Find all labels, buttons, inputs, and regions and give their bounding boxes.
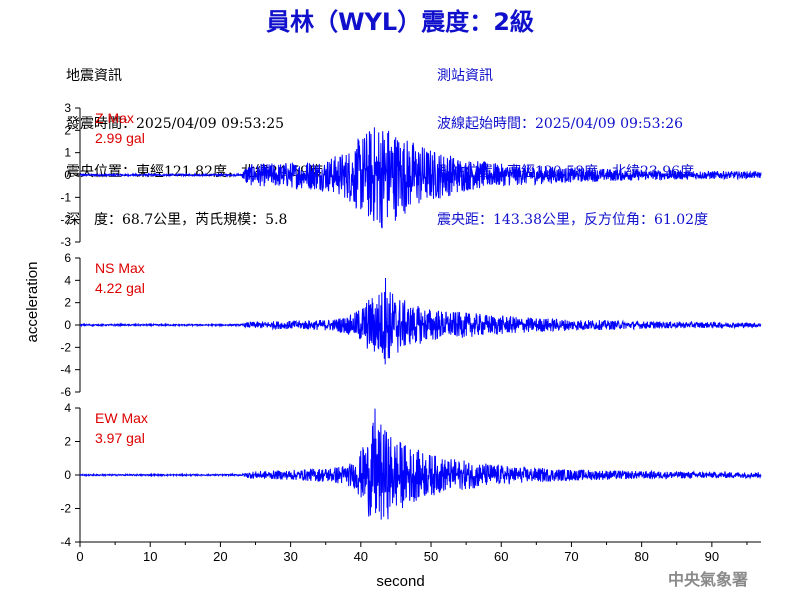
z-max-value: 2.99 gal [95,130,145,146]
ew-y-tick-label: -4 [60,535,71,549]
z-max-label: Z Max [95,110,134,126]
page-title: 員林（WYL）震度：2級 [266,8,534,36]
y-axis-title: acceleration [24,262,41,343]
agency-label: 中央氣象署 [667,570,748,589]
ns-max-value: 4.22 gal [95,280,145,296]
x-tick-label: 30 [283,549,297,564]
z-y-tick-label: 0 [64,168,71,182]
origin-time: 發震時間：2025/04/09 09:53:25 [66,116,285,132]
ew-y-tick-label: 4 [64,401,71,415]
z-y-tick-label: -2 [60,213,71,227]
x-tick-label: 50 [424,549,438,564]
x-tick-label: 40 [354,549,368,564]
z-waveform [79,127,762,229]
ns-y-tick-label: -2 [60,340,71,354]
distance-azimuth: 震央距：143.38公里，反方位角：61.02度 [437,212,709,228]
wave-start-time: 波線起始時間：2025/04/09 09:53:26 [437,116,684,132]
x-tick-label: 70 [564,549,578,564]
x-tick-label: 90 [705,549,719,564]
z-y-tick-label: 1 [64,146,71,160]
x-tick-label: 10 [143,549,157,564]
ns-waveform [79,277,762,365]
ew-y-tick-label: 2 [64,435,71,449]
ew-max-value: 3.97 gal [95,430,145,446]
x-axis-title: second [376,573,424,590]
ns-y-tick-label: 4 [64,273,71,287]
z-y-tick-label: 3 [64,101,71,115]
ew-y-tick-label: -2 [60,502,71,516]
depth-magnitude: 深 度：68.7公里，芮氏規模：5.8 [66,212,288,228]
x-tick-label: 0 [76,549,83,564]
ew-max-label: EW Max [95,410,148,426]
ns-y-tick-label: 6 [64,251,71,265]
earthquake-info: 地震資訊 發震時間：2025/04/09 09:53:25 震央位置：東經121… [66,36,323,244]
ns-y-tick-label: -4 [60,363,71,377]
ns-y-tick-label: 0 [64,318,71,332]
ew-waveform [79,408,762,520]
station-heading: 測站資訊 [437,68,493,84]
ns-max-label: NS Max [95,260,145,276]
ns-y-tick-label: 2 [64,296,71,310]
earthquake-heading: 地震資訊 [66,68,122,84]
ns-y-tick-label: -6 [60,385,71,399]
x-tick-label: 80 [634,549,648,564]
z-y-tick-label: -3 [60,235,71,249]
z-y-tick-label: 2 [64,123,71,137]
x-tick-label: 20 [213,549,227,564]
ew-y-tick-label: 0 [64,468,71,482]
z-y-tick-label: -1 [60,190,71,204]
x-tick-label: 60 [494,549,508,564]
